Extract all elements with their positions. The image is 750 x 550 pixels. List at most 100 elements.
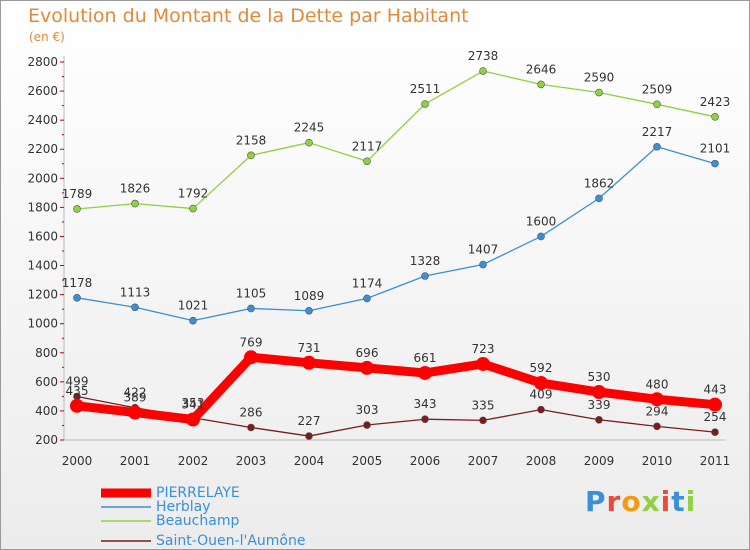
data-label-pierrelaye: 443 [704, 383, 727, 397]
series-line-beauchamp [76, 70, 716, 210]
data-label-beauchamp: 2117 [352, 139, 383, 153]
x-tick-label: 2002 [178, 454, 209, 468]
data-label-herblay: 1089 [294, 289, 325, 303]
y-tick-label: 2200 [27, 142, 58, 156]
series-line-herblay [76, 146, 716, 322]
data-point-herblay [305, 306, 313, 315]
data-label-beauchamp: 2158 [236, 133, 267, 147]
data-label-herblay: 2101 [700, 142, 731, 156]
data-label-pierrelaye: 435 [66, 384, 89, 398]
data-label-saint-ouen-l-aum-ne: 499 [66, 375, 89, 389]
data-point-beauchamp [537, 80, 545, 89]
legend-label: PIERRELAYE [156, 485, 240, 501]
data-label-herblay: 1105 [236, 286, 267, 300]
data-label-herblay: 1174 [352, 276, 383, 290]
data-point-saint-ouen-l-aum-ne [537, 405, 545, 414]
data-label-saint-ouen-l-aum-ne: 339 [588, 398, 611, 412]
data-label-pierrelaye: 389 [124, 391, 147, 405]
data-point-herblay [247, 304, 255, 313]
data-label-beauchamp: 2646 [526, 62, 557, 76]
data-label-pierrelaye: 530 [588, 370, 611, 384]
data-label-pierrelaye: 480 [646, 377, 669, 391]
data-point-pierrelaye [534, 376, 548, 391]
legend-label: Herblay [156, 499, 211, 515]
data-label-herblay: 1407 [468, 243, 499, 257]
data-point-pierrelaye [360, 360, 374, 375]
y-tick-label: 1600 [27, 229, 58, 243]
data-label-saint-ouen-l-aum-ne: 335 [472, 398, 495, 412]
data-label-beauchamp: 2509 [642, 82, 673, 96]
data-point-beauchamp [653, 100, 661, 109]
data-label-beauchamp: 2738 [468, 49, 499, 63]
data-point-herblay [479, 260, 487, 269]
data-point-saint-ouen-l-aum-ne [479, 416, 487, 425]
data-label-beauchamp: 1792 [178, 187, 209, 201]
chart-unit: (en €) [29, 30, 65, 44]
data-point-pierrelaye [708, 397, 722, 412]
series-line-pierrelaye [76, 352, 716, 425]
proxiti-logo: Proxiti [585, 485, 697, 518]
data-point-beauchamp [711, 113, 719, 121]
data-point-beauchamp [73, 205, 81, 213]
y-tick-label: 2000 [27, 171, 58, 185]
data-point-pierrelaye [128, 405, 142, 420]
data-point-beauchamp [305, 138, 313, 147]
data-label-saint-ouen-l-aum-ne: 286 [240, 405, 263, 419]
x-tick-label: 2010 [642, 454, 673, 468]
data-point-pierrelaye [650, 392, 664, 407]
data-label-pierrelaye: 341 [182, 398, 205, 412]
data-point-pierrelaye [186, 412, 200, 427]
y-tick-label: 1000 [27, 317, 58, 331]
x-tick-label: 2007 [468, 454, 499, 468]
data-label-herblay: 1113 [120, 285, 151, 299]
data-label-saint-ouen-l-aum-ne: 353 [182, 396, 205, 410]
y-tick-label: 600 [35, 375, 58, 389]
data-label-pierrelaye: 769 [240, 335, 263, 349]
x-tick-label: 2006 [410, 454, 441, 468]
data-point-saint-ouen-l-aum-ne [711, 428, 719, 436]
data-label-saint-ouen-l-aum-ne: 409 [530, 388, 553, 402]
data-label-herblay: 1021 [178, 299, 209, 313]
data-label-beauchamp: 1826 [120, 182, 151, 196]
y-tick-label: 2800 [27, 55, 58, 69]
data-label-saint-ouen-l-aum-ne: 294 [646, 404, 669, 418]
data-label-beauchamp: 1789 [62, 187, 93, 201]
data-point-herblay [595, 194, 603, 203]
data-label-saint-ouen-l-aum-ne: 227 [298, 414, 321, 428]
data-point-herblay [537, 232, 545, 241]
data-point-pierrelaye [592, 385, 606, 400]
data-label-beauchamp: 2511 [410, 82, 441, 96]
data-label-pierrelaye: 696 [356, 346, 379, 360]
y-tick-label: 400 [35, 404, 58, 418]
data-label-pierrelaye: 731 [298, 341, 321, 355]
legend-label: Saint-Ouen-l'Aumône [156, 533, 306, 549]
x-tick-label: 2003 [236, 454, 267, 468]
x-tick-label: 2009 [584, 454, 615, 468]
data-label-pierrelaye: 592 [530, 361, 553, 375]
x-tick-label: 2005 [352, 454, 383, 468]
data-point-pierrelaye [418, 365, 432, 380]
x-tick-label: 2008 [526, 454, 557, 468]
data-point-saint-ouen-l-aum-ne [421, 415, 429, 424]
chart-title: Evolution du Montant de la Dette par Hab… [28, 5, 469, 27]
data-label-pierrelaye: 723 [472, 342, 495, 356]
data-label-saint-ouen-l-aum-ne: 343 [414, 397, 437, 411]
data-point-herblay [711, 159, 719, 168]
data-label-herblay: 1328 [410, 254, 441, 268]
data-label-herblay: 1178 [62, 276, 93, 290]
data-point-beauchamp [421, 100, 429, 108]
data-point-beauchamp [479, 67, 487, 75]
y-tick-label: 200 [35, 433, 58, 447]
data-point-beauchamp [247, 151, 255, 160]
data-point-herblay [421, 272, 429, 280]
data-point-beauchamp [131, 199, 139, 208]
data-label-saint-ouen-l-aum-ne: 254 [704, 410, 727, 424]
x-tick-label: 2011 [700, 454, 731, 468]
data-point-beauchamp [363, 157, 371, 166]
data-point-herblay [653, 142, 661, 151]
data-point-saint-ouen-l-aum-ne [595, 415, 603, 424]
data-label-herblay: 1600 [526, 214, 557, 228]
data-point-herblay [131, 303, 139, 312]
